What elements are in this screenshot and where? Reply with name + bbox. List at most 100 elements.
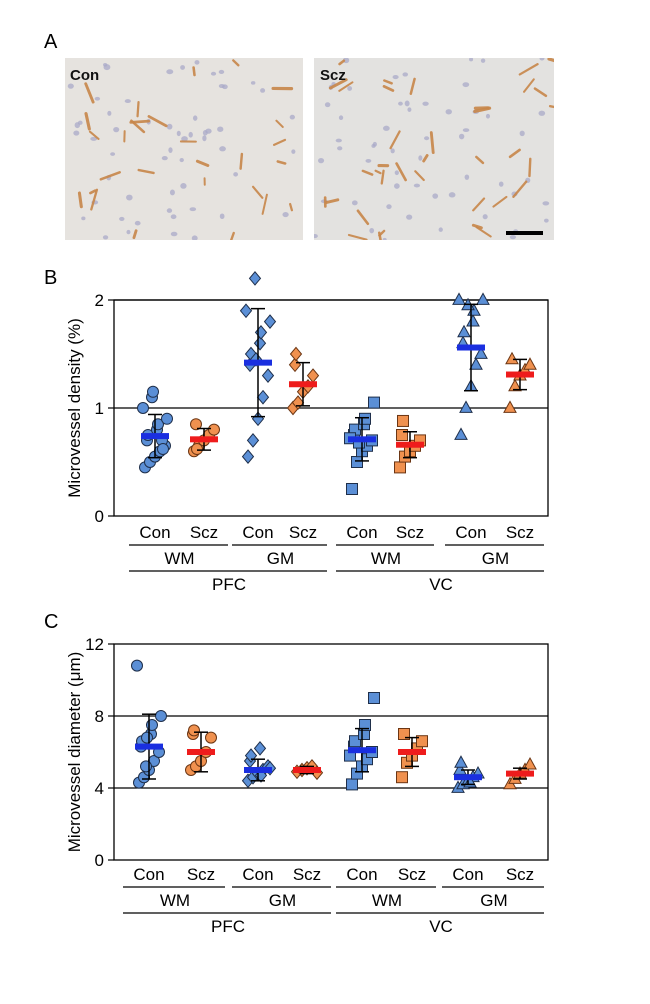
vessel-mark <box>374 169 382 175</box>
nucleus-mark <box>351 200 358 206</box>
vessel-mark <box>475 226 492 238</box>
nucleus-mark <box>413 183 421 188</box>
nucleus-mark <box>371 143 376 148</box>
data-point <box>416 735 428 748</box>
vessel-mark <box>422 154 429 163</box>
region-label: VC <box>429 917 453 936</box>
nucleus-mark <box>188 131 193 138</box>
data-point <box>394 461 406 474</box>
data-point <box>249 352 263 367</box>
nucleus-mark <box>124 99 131 104</box>
nucleus-mark <box>337 146 343 151</box>
mean-bar <box>141 433 169 440</box>
vessel-mark <box>382 85 395 92</box>
y-tick-label: 0 <box>95 507 104 526</box>
nucleus-mark <box>438 227 443 232</box>
nucleus-mark <box>250 81 256 85</box>
data-point <box>244 748 258 763</box>
nucleus-mark <box>189 207 197 212</box>
vessel-mark <box>251 185 264 199</box>
data-point <box>146 719 158 731</box>
nucleus-mark <box>218 84 225 89</box>
panel-b-letter: B <box>44 267 57 289</box>
micrograph-scz-stain <box>314 58 554 240</box>
nucleus-mark <box>202 135 207 142</box>
data-point <box>131 659 143 672</box>
data-point <box>208 423 220 436</box>
vessel-mark <box>338 81 354 92</box>
nucleus-mark <box>369 227 375 234</box>
nucleus-mark <box>406 214 413 220</box>
category-label: Con <box>452 865 483 884</box>
y-tick-label: 8 <box>95 707 104 726</box>
data-point <box>452 292 466 305</box>
vessel-mark <box>361 169 374 176</box>
data-point <box>466 313 480 327</box>
data-point <box>261 368 275 383</box>
vessel-mark <box>195 159 210 167</box>
vessel-mark <box>475 155 485 165</box>
nucleus-mark <box>289 114 295 120</box>
panel-c-letter: C <box>44 611 58 633</box>
category-label: Scz <box>289 523 317 542</box>
category-label: Con <box>242 523 273 542</box>
nucleus-mark <box>168 147 173 154</box>
vessel-mark <box>325 198 340 204</box>
nucleus-mark <box>194 60 200 65</box>
nucleus-mark <box>386 204 392 210</box>
nucleus-mark <box>126 229 131 235</box>
data-point <box>141 731 153 744</box>
vessel-mark <box>338 59 346 66</box>
data-point <box>191 443 203 456</box>
nucleus-mark <box>113 126 120 133</box>
group-label: GM <box>267 549 294 568</box>
nucleus-mark <box>394 183 400 189</box>
vessel-mark <box>356 209 370 226</box>
mean-bar <box>244 767 272 773</box>
vessel-mark <box>523 78 535 93</box>
nucleus-mark <box>166 208 173 213</box>
vessel-mark <box>548 105 554 109</box>
vessel-mark <box>132 229 138 240</box>
data-point <box>459 400 473 413</box>
group-label: GM <box>482 549 509 568</box>
mean-bar <box>135 743 163 750</box>
data-point <box>523 357 537 370</box>
data-point <box>253 741 267 756</box>
nucleus-mark <box>347 86 353 91</box>
nucleus-mark <box>480 58 486 63</box>
nucleus-mark <box>94 96 101 101</box>
nucleus-mark <box>342 58 350 64</box>
nucleus-mark <box>180 65 185 70</box>
nucleus-mark <box>219 213 225 220</box>
nucleus-mark <box>538 110 546 116</box>
nucleus-mark <box>407 107 412 112</box>
nucleus-mark <box>90 136 98 141</box>
y-axis-title: Microvessel diameter (μm) <box>65 652 84 853</box>
data-point <box>157 443 169 456</box>
y-tick-label: 0 <box>95 851 104 870</box>
data-point <box>147 385 159 398</box>
category-label: Scz <box>506 865 534 884</box>
y-tick-label: 1 <box>95 399 104 418</box>
nucleus-mark <box>205 128 212 134</box>
nucleus-mark <box>445 109 452 115</box>
data-point <box>256 389 270 405</box>
data-point <box>351 456 363 468</box>
vessel-mark <box>380 169 385 185</box>
nucleus-mark <box>394 170 399 176</box>
y-axis-title: Microvessel density (%) <box>65 318 84 498</box>
nucleus-mark <box>335 138 342 143</box>
data-point <box>457 324 471 338</box>
data-point <box>248 271 262 286</box>
vessel-mark <box>528 157 532 178</box>
nucleus-mark <box>432 193 439 199</box>
nucleus-mark <box>462 128 470 133</box>
group-label: GM <box>269 891 296 910</box>
panel-a-letter: A <box>44 31 58 53</box>
nucleus-mark <box>424 136 430 141</box>
chart-microvessel-density: 0 1 2 Microvessel density (%) Con Scz Con Scz Co… <box>65 271 549 594</box>
nucleus-mark <box>458 133 465 140</box>
vessel-mark <box>395 162 407 182</box>
